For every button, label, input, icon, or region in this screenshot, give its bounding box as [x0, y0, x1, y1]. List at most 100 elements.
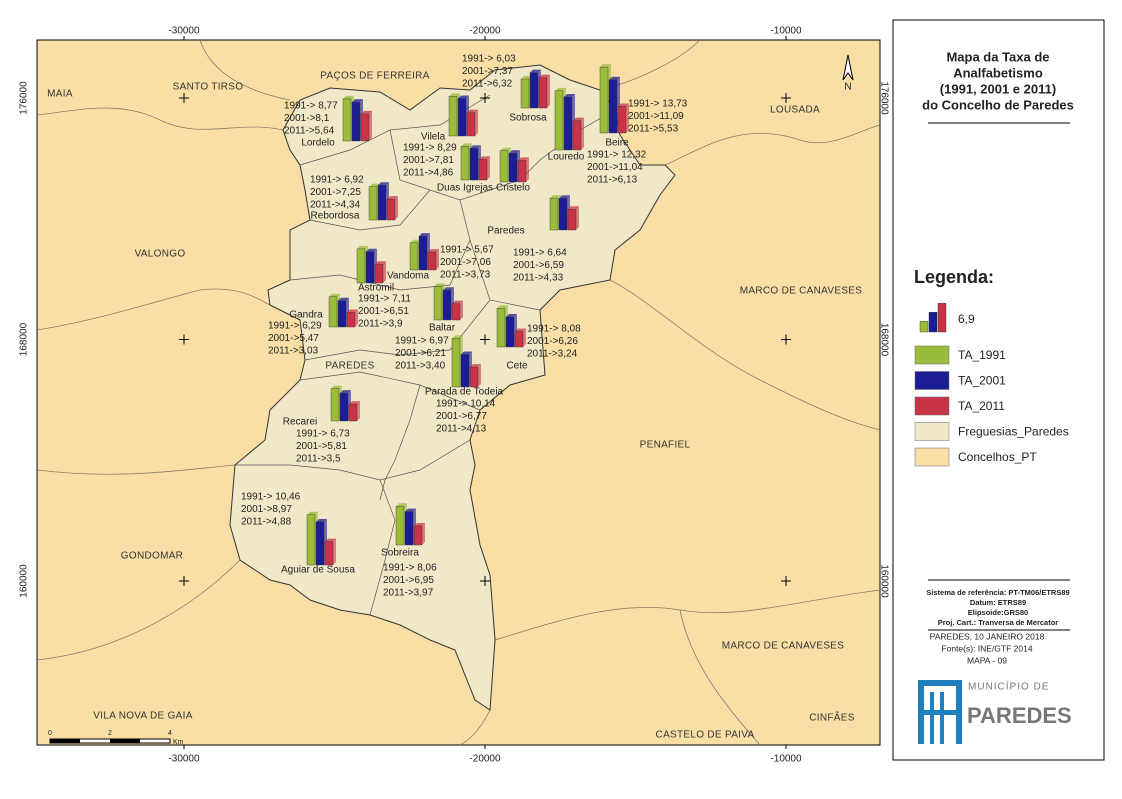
bar-top	[461, 351, 472, 355]
boundary	[289, 239, 471, 291]
parish-name: Parada de Todeia	[425, 387, 504, 398]
parish-name: Recarei	[283, 417, 317, 428]
bar-top	[349, 401, 360, 405]
legend-size-label: 6,9	[958, 312, 975, 326]
bar-top	[467, 109, 478, 113]
reference-text: Sistema de referência: PT-TM06/ETRS89	[926, 588, 1069, 597]
bar	[538, 77, 548, 109]
boundary	[36, 559, 241, 661]
bar	[558, 198, 568, 231]
scale-tick: 2	[108, 730, 112, 737]
legend-symbol	[937, 303, 947, 333]
parish-value-label: 1991-> 8,29	[403, 143, 457, 154]
bar	[342, 98, 352, 142]
bar	[529, 72, 539, 109]
parish-value-label: 1991-> 6,29	[268, 321, 322, 332]
bar-top	[375, 261, 386, 265]
bar-top	[470, 364, 481, 368]
bar-top	[414, 522, 425, 526]
bar-top	[573, 117, 584, 121]
bar-side	[576, 206, 579, 230]
parish-name: Paredes	[487, 226, 524, 237]
y-tick-label: 160000	[878, 564, 889, 598]
parish-name: Astromil	[358, 283, 394, 294]
parish-value-label: 2001->6,21	[395, 348, 446, 359]
bar-top	[434, 283, 445, 287]
parish-value-label: 2001->5,81	[296, 441, 347, 452]
bar-top	[506, 313, 517, 317]
bar-top	[618, 103, 629, 107]
bar-top	[559, 195, 570, 199]
council-label: MAIA	[47, 89, 73, 100]
bar-side	[475, 109, 478, 136]
bar	[460, 146, 470, 181]
bar	[466, 112, 476, 137]
y-tick-label: 168000	[19, 322, 30, 356]
bar-side	[436, 249, 439, 270]
bar	[451, 338, 461, 388]
bar-top	[410, 239, 421, 243]
parish-value-label: 2011->4,13	[436, 424, 487, 435]
bar-top	[361, 110, 372, 114]
legend-swatch	[914, 396, 950, 416]
reference-text: Datum: ETRS89	[970, 598, 1026, 607]
bar-side	[478, 364, 481, 387]
y-tick-label: 160000	[19, 564, 30, 598]
scale-unit: Km	[173, 739, 184, 746]
bar	[418, 235, 428, 271]
parish-value-label: 2001->7,37	[462, 66, 513, 77]
parish-value-label: 2001->6,59	[513, 260, 564, 271]
boundary	[36, 288, 271, 331]
logo-part	[918, 686, 924, 744]
bar-top	[357, 245, 368, 249]
parish-value-label: 1991-> 6,73	[296, 429, 350, 440]
legend-panel	[892, 19, 1105, 761]
logo-top: MUNICÍPIO DE	[968, 680, 1049, 693]
parish-value-label: 1991-> 7,11	[358, 294, 411, 305]
bar	[351, 101, 361, 142]
parish-value-label: 2001->6,51	[358, 306, 409, 317]
north-arrow	[842, 54, 854, 81]
bar-top	[428, 249, 439, 253]
parish-value-label: 1991-> 8,08	[527, 324, 581, 335]
bar-top	[500, 147, 511, 151]
bar	[386, 198, 396, 221]
parish-value-label: 2001->7,25	[310, 187, 361, 198]
boundary	[679, 609, 761, 746]
parish-value-label: 2011->3,73	[440, 270, 491, 281]
parish-value-label: 1991-> 8,06	[383, 563, 437, 574]
parish-name: Cete	[506, 361, 528, 372]
parish-name: Sobreira	[381, 548, 419, 559]
x-tick-label: -10000	[770, 26, 802, 37]
bar	[599, 66, 609, 134]
parish-value-label: 2001->6,77	[436, 411, 487, 422]
x-tick-label: -20000	[469, 754, 501, 765]
bar-top	[539, 74, 550, 78]
bar	[514, 331, 524, 348]
parish-value-label: 2001->6,26	[527, 336, 578, 347]
logo-icon	[918, 680, 962, 744]
bar	[608, 79, 618, 134]
council-label: MARCO DE CANAVESES	[740, 286, 862, 297]
council-label: PAREDES	[325, 361, 374, 372]
bar-top	[347, 309, 358, 313]
parish-value-label: 2001->8,1	[284, 113, 330, 124]
parish-value-label: 1991-> 6,92	[310, 175, 364, 186]
parish-value-label: 2001->11,04	[587, 162, 643, 173]
boundary	[379, 384, 421, 501]
parish-value-label: 1991-> 8,77	[284, 101, 338, 112]
bar-side	[357, 401, 360, 421]
legend-heading: Legenda:	[914, 267, 994, 287]
bar	[315, 521, 325, 566]
logo-part	[930, 692, 934, 744]
bar-side	[487, 156, 490, 180]
parish-value-label: 2011->5,64	[284, 126, 335, 137]
bar	[377, 184, 387, 221]
bar-top	[509, 150, 520, 154]
bar	[330, 388, 340, 422]
logo-part	[918, 680, 962, 686]
parish-value-label: 1991-> 6,64	[513, 248, 567, 259]
x-tick-label: -10000	[770, 754, 802, 765]
